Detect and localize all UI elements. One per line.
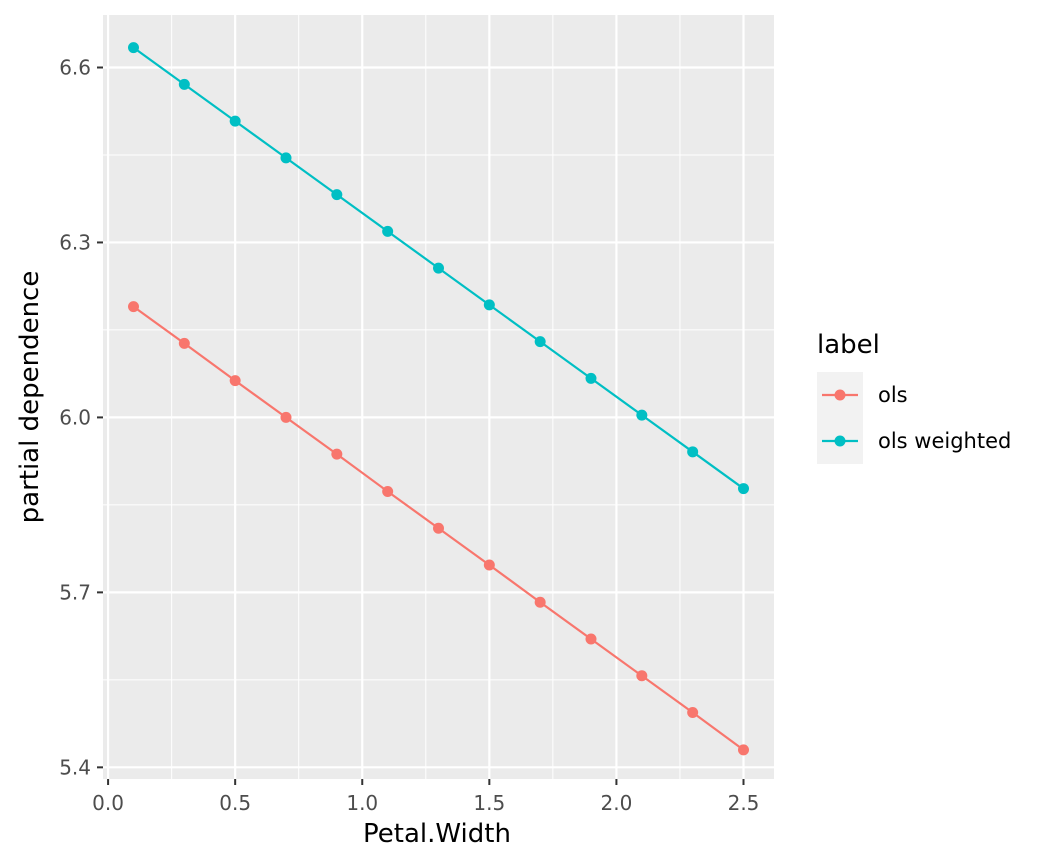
legend-title: label — [817, 330, 880, 360]
data-point — [128, 42, 139, 54]
x-tick-label: 1.0 — [346, 791, 378, 815]
y-tick-label: 5.7 — [59, 580, 91, 604]
data-point — [585, 633, 597, 645]
data-point — [229, 375, 241, 387]
data-point — [280, 411, 292, 423]
x-tick-label: 0.0 — [92, 791, 124, 815]
axes: 0.0 0.5 1.0 1.5 2.0 2.5 5.4 5.7 6.0 6.3 6.6 — [59, 55, 759, 815]
series-lines — [128, 42, 749, 756]
data-point — [585, 372, 597, 384]
legend-key-point — [834, 435, 846, 447]
data-point — [382, 485, 394, 497]
legend-label: ols weighted — [878, 429, 1011, 453]
y-tick-label: 6.3 — [59, 230, 91, 254]
data-point — [687, 446, 699, 458]
legend-key-background — [817, 372, 863, 464]
x-tick-label: 1.5 — [473, 791, 505, 815]
data-point — [534, 336, 546, 348]
legend-label: ols — [878, 383, 908, 407]
data-point — [433, 522, 444, 534]
data-point — [738, 744, 749, 756]
y-tick-label: 6.6 — [59, 55, 91, 79]
x-tick-label: 2.0 — [601, 791, 633, 815]
data-point — [636, 670, 648, 682]
data-point — [738, 483, 749, 495]
data-point — [331, 189, 343, 201]
x-tick-label: 2.5 — [728, 791, 760, 815]
y-tick-label: 6.0 — [59, 405, 91, 429]
data-point — [636, 409, 648, 421]
data-point — [382, 225, 394, 237]
legend-items: ols ols weighted — [822, 383, 1011, 453]
data-point — [128, 301, 139, 313]
data-point — [483, 559, 495, 571]
x-axis-title: Petal.Width — [363, 819, 511, 849]
data-point — [687, 707, 699, 719]
data-point — [280, 152, 292, 164]
data-point — [178, 337, 190, 349]
data-point — [178, 78, 190, 90]
data-point — [433, 262, 444, 274]
legend: label ols ols weighted — [817, 330, 1011, 464]
data-point — [534, 596, 546, 608]
x-tick-label: 0.5 — [219, 791, 251, 815]
data-point — [483, 299, 495, 311]
y-axis-title: partial dependence — [15, 271, 45, 524]
legend-key-point — [834, 389, 846, 401]
plot-panel — [103, 15, 774, 779]
data-point — [229, 115, 241, 127]
data-point — [331, 448, 343, 460]
y-tick-label: 5.4 — [59, 755, 91, 779]
